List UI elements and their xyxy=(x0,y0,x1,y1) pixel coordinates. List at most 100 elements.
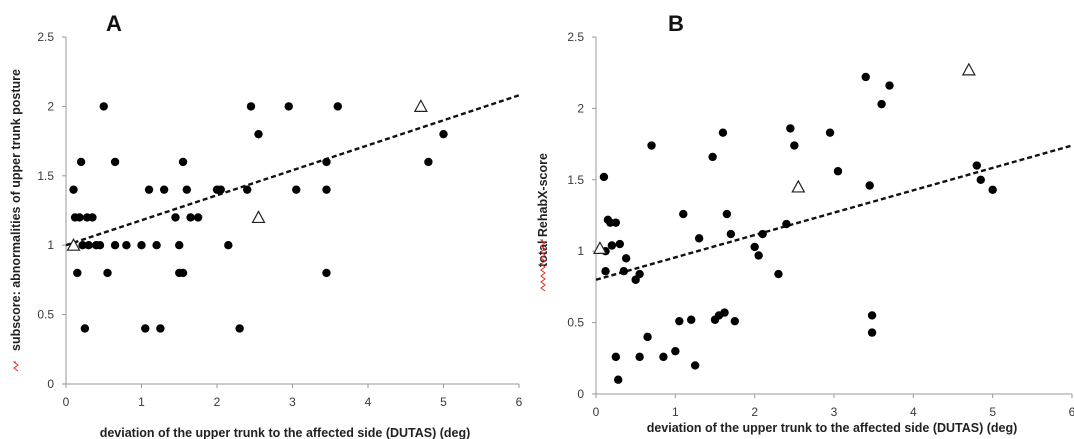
data-point xyxy=(615,239,624,249)
x-tick-label: 1 xyxy=(138,395,145,409)
x-tick-label: 2 xyxy=(214,395,221,409)
data-point xyxy=(877,99,886,109)
data-point xyxy=(694,234,704,243)
data-point xyxy=(614,375,623,384)
x-tick-label: 0 xyxy=(63,395,70,409)
data-point xyxy=(110,241,120,250)
y-tick-label: 2 xyxy=(577,101,584,115)
y-tick-label: 0.5 xyxy=(567,316,584,330)
data-point xyxy=(679,209,688,219)
data-point xyxy=(726,229,736,239)
data-point xyxy=(782,219,791,229)
data-point xyxy=(99,102,108,111)
data-point xyxy=(80,324,90,333)
y-tick-label: 0 xyxy=(47,377,54,391)
data-point xyxy=(988,185,997,194)
data-point xyxy=(75,213,84,222)
data-point xyxy=(137,241,146,250)
data-point xyxy=(643,332,652,342)
data-point xyxy=(611,218,621,227)
data-point xyxy=(95,241,105,250)
x-tick-label: 1 xyxy=(672,405,679,419)
data-point xyxy=(687,315,696,324)
y-tick-label: 2.5 xyxy=(567,30,584,44)
y-tick-label: 0 xyxy=(577,387,584,401)
data-point xyxy=(635,352,644,362)
data-point xyxy=(607,241,617,250)
data-point xyxy=(750,242,759,252)
data-point xyxy=(216,185,225,194)
data-point xyxy=(424,157,433,167)
data-point xyxy=(141,324,150,333)
y-axis-title: total RehabX-score xyxy=(536,153,550,267)
triangle-point xyxy=(791,179,806,193)
data-point xyxy=(186,213,195,222)
data-point xyxy=(708,152,717,162)
x-tick-label: 0 xyxy=(593,405,600,419)
x-tick-label: 4 xyxy=(365,395,372,409)
trendline xyxy=(595,144,1073,281)
data-point xyxy=(754,251,763,260)
data-point xyxy=(833,167,843,176)
data-point xyxy=(885,81,894,90)
data-point xyxy=(224,241,233,250)
triangle-point xyxy=(413,99,428,113)
data-point xyxy=(619,266,628,276)
data-point xyxy=(718,128,728,137)
data-point xyxy=(621,254,631,263)
data-point xyxy=(671,346,680,356)
data-point xyxy=(292,185,301,194)
data-point xyxy=(690,361,700,370)
data-point xyxy=(144,185,154,194)
data-point xyxy=(675,316,684,326)
data-point xyxy=(601,266,610,276)
panel-label: B xyxy=(668,11,684,36)
data-point xyxy=(722,209,732,219)
data-point xyxy=(110,157,120,167)
data-point xyxy=(152,241,161,250)
data-point xyxy=(730,316,740,326)
data-point xyxy=(171,213,180,222)
data-point xyxy=(178,157,188,167)
spellcheck-underline xyxy=(12,361,19,372)
data-point xyxy=(774,269,783,279)
triangle-point xyxy=(66,237,81,251)
data-point xyxy=(156,324,165,333)
data-point xyxy=(659,352,668,362)
data-point xyxy=(786,124,795,133)
data-point xyxy=(159,185,169,194)
triangle-point xyxy=(592,241,607,254)
data-point xyxy=(182,185,191,194)
data-point xyxy=(322,268,331,278)
data-point xyxy=(825,128,835,137)
data-point xyxy=(178,268,188,278)
data-point xyxy=(861,72,870,82)
data-point xyxy=(254,129,263,139)
data-point xyxy=(84,241,93,250)
panel-label: A xyxy=(106,11,122,36)
data-point xyxy=(78,241,87,250)
data-point xyxy=(88,213,97,222)
x-tick-label: 6 xyxy=(1069,405,1074,419)
x-tick-label: 2 xyxy=(751,405,758,419)
data-point xyxy=(599,172,609,182)
y-tick-label: 0.5 xyxy=(37,308,54,322)
data-point xyxy=(322,185,331,194)
data-point xyxy=(243,185,252,194)
data-point xyxy=(720,308,729,317)
data-point xyxy=(758,229,767,239)
data-point xyxy=(333,102,342,111)
y-tick-label: 1.5 xyxy=(37,169,54,183)
data-point xyxy=(69,185,78,194)
triangle-point xyxy=(251,210,266,224)
y-tick-label: 1.5 xyxy=(567,173,584,187)
x-axis-title: deviation of the upper trunk to the affe… xyxy=(100,426,471,439)
data-point xyxy=(284,102,293,111)
data-point xyxy=(865,181,874,190)
data-point xyxy=(122,241,131,250)
data-point xyxy=(790,141,799,150)
data-point xyxy=(611,352,621,362)
y-tick-label: 1 xyxy=(47,238,54,252)
